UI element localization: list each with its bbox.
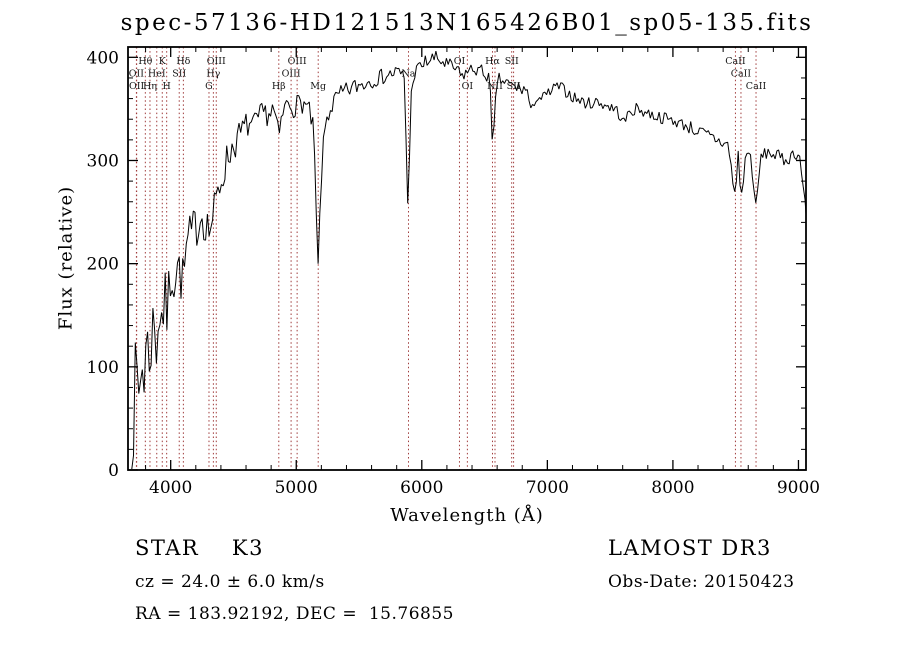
svg-text:0: 0 bbox=[108, 461, 119, 481]
svg-text:Hη: Hη bbox=[143, 81, 157, 92]
svg-text:OIII: OIII bbox=[282, 69, 301, 80]
svg-text:Hα: Hα bbox=[485, 56, 500, 67]
ra-dec-value: RA = 183.92192, DEC = 15.76855 bbox=[135, 604, 454, 624]
svg-text:OI: OI bbox=[462, 81, 474, 92]
spectrum-trace bbox=[131, 50, 807, 470]
svg-text:K: K bbox=[159, 56, 167, 67]
svg-text:Hδ: Hδ bbox=[176, 56, 190, 67]
cz-value: cz = 24.0 ± 6.0 km/s bbox=[135, 572, 325, 592]
svg-text:8000: 8000 bbox=[651, 478, 694, 498]
survey-label: LAMOST DR3 bbox=[608, 536, 772, 560]
svg-text:5000: 5000 bbox=[275, 478, 318, 498]
svg-text:SII: SII bbox=[172, 69, 186, 80]
svg-text:400: 400 bbox=[87, 48, 119, 68]
svg-text:H: H bbox=[163, 81, 171, 92]
svg-text:9000: 9000 bbox=[777, 478, 820, 498]
svg-text:NII: NII bbox=[487, 81, 503, 92]
plot-title: spec-57136-HD121513N165426B01_sp05-135.f… bbox=[120, 10, 814, 36]
svg-text:OII: OII bbox=[129, 81, 145, 92]
svg-text:OII: OII bbox=[129, 69, 145, 80]
svg-text:Mg: Mg bbox=[310, 81, 326, 92]
svg-text:CaII: CaII bbox=[731, 69, 752, 80]
svg-text:OIII: OIII bbox=[288, 56, 307, 67]
obs-date-value: Obs-Date: 20150423 bbox=[608, 572, 795, 592]
svg-text:SII: SII bbox=[505, 56, 519, 67]
x-axis-label: Wavelength (Å) bbox=[390, 505, 544, 526]
svg-text:Hγ: Hγ bbox=[206, 69, 220, 80]
svg-text:7000: 7000 bbox=[526, 478, 569, 498]
y-axis-label: Flux (relative) bbox=[55, 185, 77, 331]
svg-text:4000: 4000 bbox=[149, 478, 192, 498]
svg-text:G: G bbox=[205, 81, 213, 92]
svg-text:HeI: HeI bbox=[148, 69, 166, 80]
svg-text:OI: OI bbox=[454, 56, 466, 67]
svg-text:200: 200 bbox=[87, 255, 119, 275]
svg-text:6000: 6000 bbox=[400, 478, 443, 498]
plot-axes: 4000 5000 6000 7000 8000 9000 0 100 200 300 400 bbox=[87, 46, 820, 498]
svg-text:Hθ: Hθ bbox=[138, 56, 152, 67]
svg-text:Hβ: Hβ bbox=[272, 81, 286, 92]
svg-text:OIII: OIII bbox=[207, 56, 226, 67]
svg-text:300: 300 bbox=[87, 151, 119, 171]
svg-text:100: 100 bbox=[87, 358, 119, 378]
object-class-label: STAR K3 bbox=[135, 536, 264, 560]
svg-text:CaII: CaII bbox=[725, 56, 746, 67]
svg-text:CaII: CaII bbox=[746, 81, 767, 92]
svg-text:SII: SII bbox=[507, 81, 521, 92]
spectral-line-markers bbox=[135, 47, 757, 470]
svg-text:Na: Na bbox=[401, 69, 415, 80]
spectral-line-labels: OIIOIIHθHηHeIKHSIIHδGHγOIIIHβOIIIOIIIMgN… bbox=[129, 56, 767, 92]
